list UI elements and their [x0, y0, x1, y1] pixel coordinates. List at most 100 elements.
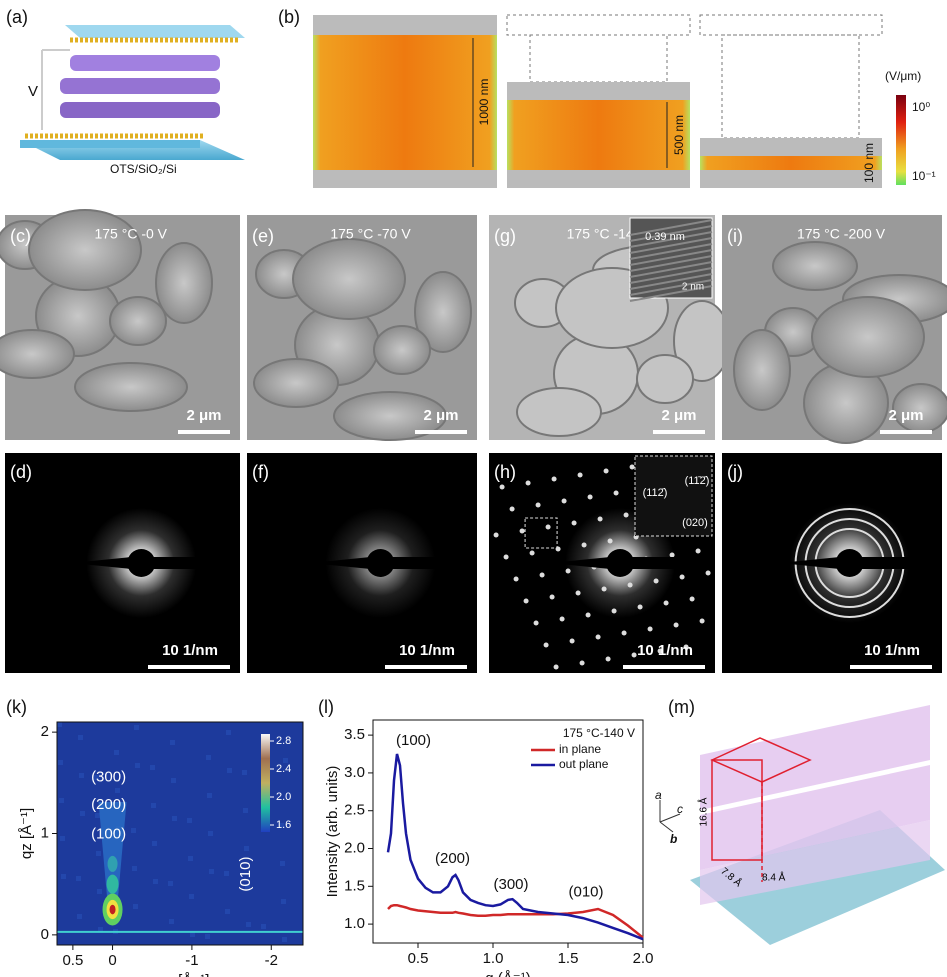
peak-annotation: (200)	[435, 850, 470, 867]
x-tick-label: 1.5	[558, 950, 579, 967]
scale-label: 10 1/nm	[864, 642, 920, 659]
heatmap-noise	[245, 884, 250, 889]
heatmap-noise	[225, 909, 230, 914]
heatmap-noise	[94, 775, 99, 780]
lattice-fringe	[629, 279, 713, 296]
tem-domain	[733, 329, 791, 411]
diffraction-spot	[535, 502, 541, 508]
diffraction-spot	[519, 528, 525, 534]
lattice-fringe	[629, 243, 713, 260]
peak-annotation: (200)	[91, 796, 126, 813]
heatmap-noise	[131, 828, 136, 833]
beam-stop-center	[366, 549, 395, 577]
colorbar-unit: (V/μm)	[885, 69, 921, 83]
colorbar-tick-label: 2.4	[276, 763, 291, 775]
tem-condition: 175 °C -0 V	[94, 226, 167, 242]
peak-annotation: (300)	[493, 876, 528, 893]
diffraction-spot	[637, 604, 643, 610]
heatmap-noise	[205, 934, 210, 939]
colorbar-tick-label: 2.0	[276, 791, 291, 803]
lattice-fringe	[629, 255, 713, 272]
diffraction-spot	[553, 664, 559, 670]
tem-domain	[155, 242, 213, 324]
tem-domain	[109, 296, 167, 346]
panel-label: (k)	[6, 697, 27, 717]
lattice-fringe	[629, 219, 713, 236]
x-tick-label: -2	[265, 952, 278, 969]
diffraction-spot	[605, 656, 611, 662]
substrate-label: OTS/SiO₂/Si	[110, 162, 177, 176]
heatmap-noise	[115, 788, 120, 793]
colorbar-tick-label: 1.6	[276, 819, 291, 831]
heatmap-noise	[242, 770, 247, 775]
packing-diagram: a c b 16.6 Å 7.8 Å 8.4 Å	[655, 705, 945, 945]
diffraction-spot	[623, 512, 629, 518]
heatmap-noise	[152, 841, 157, 846]
device-illustration: V OTS/SiO₂/Si	[20, 25, 245, 176]
scale-label: 10 1/nm	[162, 642, 218, 659]
axis-label: c	[677, 802, 683, 816]
lattice-fringe	[629, 225, 713, 242]
lattice-fringe	[629, 237, 713, 254]
heatmap-noise	[243, 808, 248, 813]
heatmap-noise	[58, 760, 63, 765]
panel-label: (f)	[252, 462, 269, 482]
thickness-label: 500 nm	[672, 115, 686, 155]
heatmap-noise	[170, 740, 175, 745]
x-tick-label: -1	[185, 952, 198, 969]
heatmap-noise	[95, 813, 100, 818]
intensity-spot	[106, 874, 119, 894]
heatmap-noise	[280, 861, 285, 866]
heatmap-noise	[171, 778, 176, 783]
diffraction-spot	[555, 546, 561, 552]
inset-index: (11̄2̄)	[685, 475, 710, 487]
heatmap-noise	[209, 869, 214, 874]
diffraction-spot	[561, 498, 567, 504]
heatmap-noise	[246, 922, 251, 927]
peak-annotation: (300)	[91, 769, 126, 786]
diffraction-spot	[595, 634, 601, 640]
heatmap-noise	[96, 851, 101, 856]
tem-condition: 175 °C -70 V	[330, 226, 411, 242]
data-line	[387, 903, 644, 939]
panel-label: (g)	[494, 226, 516, 246]
diffraction-spot	[683, 644, 689, 650]
heatmap-noise	[224, 871, 229, 876]
x-tick-label: 0	[108, 952, 116, 969]
thickness-label: 100 nm	[862, 143, 876, 183]
y-tick-label: 3.5	[344, 726, 365, 743]
diffraction-spot	[669, 552, 675, 558]
diffraction-spot	[581, 542, 587, 548]
lattice-fringe	[629, 285, 713, 302]
axis-label: b	[670, 832, 677, 846]
heatmap-noise	[135, 763, 140, 768]
colorbar-tick-label: 2.8	[276, 735, 291, 747]
y-axis-label: qz [Å⁻¹]	[18, 808, 35, 859]
scale-label: 10 1/nm	[637, 642, 693, 659]
frame	[372, 719, 644, 944]
colorbar-tick: 10⁰	[912, 100, 930, 114]
x-tick-label: 2.0	[633, 950, 654, 967]
diffraction-spot	[523, 598, 529, 604]
heatmap-noise	[190, 932, 195, 937]
diffraction-spot	[613, 490, 619, 496]
beam-stop-center	[835, 549, 864, 577]
diffraction-spot	[653, 578, 659, 584]
heatmap-noise	[281, 899, 286, 904]
tem-row: (c) 175 °C -0 V 2 μm (e) 175 °C -70 V 2 μm (g)…	[0, 209, 947, 444]
y-tick-label: 1.0	[344, 915, 365, 932]
panel-label: (j)	[727, 462, 743, 482]
y-tick-label: 2.5	[344, 802, 365, 819]
panel-label: (d)	[10, 462, 32, 482]
x-tick-label: 1.0	[483, 950, 504, 967]
diffraction-spot	[585, 612, 591, 618]
voltage-label: V	[28, 83, 38, 100]
x-axis-label: qxy [Å⁻¹]	[151, 972, 210, 977]
lattice-fringe	[629, 267, 713, 284]
heatmap-noise	[98, 927, 103, 932]
panel-label: (c)	[10, 226, 31, 246]
inset-scale: 2 nm	[682, 282, 704, 293]
diffraction-spot	[689, 596, 695, 602]
diffraction-spot	[575, 590, 581, 596]
